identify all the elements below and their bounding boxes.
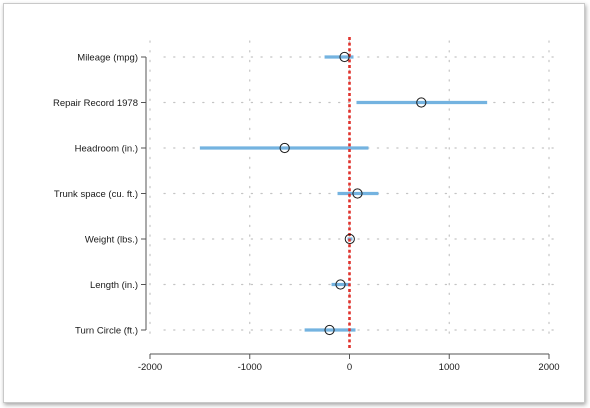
y-tick-label: Length (in.) — [90, 280, 138, 291]
y-tick-label: Mileage (mpg) — [77, 52, 138, 63]
y-tick-label: Turn Circle (ft.) — [75, 325, 138, 336]
x-tick-label: 1000 — [439, 362, 460, 373]
x-tick-label: -1000 — [238, 362, 262, 373]
estimate-marker — [335, 279, 346, 290]
confidence-interval-layer — [199, 55, 488, 332]
estimate-marker-layer — [279, 51, 427, 336]
x-tick-label: 2000 — [538, 362, 559, 373]
grid-layer — [149, 40, 558, 339]
x-tick-label: 0 — [347, 362, 352, 373]
y-tick-label: Trunk space (cu. ft.) — [54, 189, 138, 200]
y-tick-label: Weight (lbs.) — [85, 234, 138, 245]
estimate-marker — [344, 233, 355, 245]
estimate-marker — [324, 324, 335, 336]
estimate-marker — [416, 97, 427, 108]
y-tick-label: Repair Record 1978 — [53, 98, 138, 109]
x-tick-label: -2000 — [138, 362, 162, 373]
estimate-marker — [339, 51, 350, 63]
coefficient-plot: Mileage (mpg) Repair Record 1978 Headroom … — [53, 37, 560, 373]
axis-layer: Mileage (mpg) Repair Record 1978 Headroom … — [53, 52, 560, 373]
y-tick-label: Headroom (in.) — [75, 143, 138, 154]
chart-frame: Mileage (mpg) Repair Record 1978 Headroom … — [3, 3, 585, 403]
estimate-marker — [352, 188, 363, 199]
estimate-marker — [279, 142, 290, 154]
